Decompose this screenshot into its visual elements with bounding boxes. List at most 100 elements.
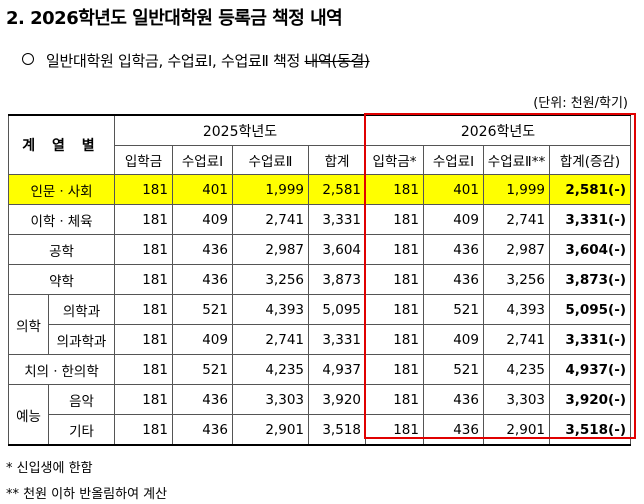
table-row: 의학 의학과 181 521 4,393 5,095 181 521 4,393 5,095(-): [8, 294, 631, 355]
table-row: 의과학과 181 409 2,741 3,331 181 409 2,741 3,331(-): [9, 324, 631, 355]
cell-2026: 401: [423, 174, 484, 205]
cell-2025: 409: [172, 204, 233, 235]
col-header: 입학금: [114, 145, 173, 175]
cell-2025: 436: [172, 414, 233, 446]
cell-2025: 436: [172, 384, 233, 415]
cell-2026: 3,303: [483, 384, 550, 415]
cell-2026: 436: [423, 414, 484, 446]
table-row: 예능 음악 181 436 3,303 3,920 181 436 3,303 3,920(-): [8, 384, 631, 446]
cell-2025: 436: [172, 234, 233, 265]
cell-2026: 3,331(-): [549, 324, 631, 355]
table-row: 약학 181 436 3,256 3,873 181 436 3,256 3,873(-): [8, 264, 631, 295]
cell-2026: 3,604(-): [549, 234, 631, 265]
row-label: 치의ㆍ한의학: [8, 354, 115, 385]
cell-2026: 436: [423, 264, 484, 295]
cell-2025: 3,256: [232, 264, 309, 295]
row-label: 인문ㆍ사회: [8, 174, 115, 205]
cell-2025: 2,741: [232, 324, 309, 355]
row-label: 기타: [48, 414, 115, 446]
table-row: 치의ㆍ한의학 181 521 4,235 4,937 181 521 4,235 4,937(-…: [8, 354, 631, 385]
cell-2025: 3,518: [308, 414, 366, 446]
cell-2025: 5,095: [308, 294, 366, 325]
footnote: * 신입생에 한함: [6, 461, 93, 476]
row-group-label: 예능: [8, 384, 49, 446]
cell-2025: 3,331: [308, 324, 366, 355]
subtitle-strike-text: 내역(동결): [304, 52, 370, 70]
cell-2026: 3,518(-): [549, 414, 631, 446]
col-header: 합계(증감): [549, 145, 631, 175]
cell-2025: 2,901: [232, 414, 309, 446]
subtitle-text: 일반대학원 입학금, 수업료Ⅰ, 수업료Ⅱ 책정: [46, 52, 305, 70]
cell-2025: 3,604: [308, 234, 366, 265]
cell-2026: 181: [365, 294, 424, 325]
cell-2026: 181: [365, 324, 424, 355]
unit-label: (단위: 천원/학기): [533, 96, 628, 111]
circle-bullet-icon: [22, 53, 34, 65]
cell-2026: 5,095(-): [549, 294, 631, 325]
header-category: 계 열 별: [8, 114, 115, 175]
cell-2026: 4,235: [483, 354, 550, 385]
cell-2026: 2,741: [483, 324, 550, 355]
cell-2025: 2,987: [232, 234, 309, 265]
cell-2025: 4,235: [232, 354, 309, 385]
cell-2026: 3,873(-): [549, 264, 631, 295]
tuition-table: 계 열 별 2025학년도 2026학년도 입학금 수업료Ⅰ 수업료Ⅱ 합계 입…: [8, 114, 631, 446]
header-year-2026: 2026학년도: [365, 114, 631, 146]
col-header: 입학금*: [365, 145, 424, 175]
cell-2026: 4,937(-): [549, 354, 631, 385]
cell-2026: 521: [423, 294, 484, 325]
col-header: 수업료Ⅱ**: [483, 145, 550, 175]
cell-2026: 4,393: [483, 294, 550, 325]
cell-2026: 1,999: [483, 174, 550, 205]
cell-2025: 4,393: [232, 294, 309, 325]
cell-2026: 521: [423, 354, 484, 385]
cell-2025: 4,937: [308, 354, 366, 385]
row-label: 공학: [8, 234, 115, 265]
cell-2026: 181: [365, 414, 424, 446]
subtitle: 일반대학원 입학금, 수업료Ⅰ, 수업료Ⅱ 책정 내역(동결): [22, 50, 370, 71]
cell-2025: 181: [114, 384, 173, 415]
col-header: 수업료Ⅱ: [232, 145, 309, 175]
cell-2025: 181: [114, 234, 173, 265]
table-row: 기타 181 436 2,901 3,518 181 436 2,901 3,518(-): [9, 414, 631, 446]
footnote: ** 천원 이하 반올림하여 계산: [6, 487, 168, 502]
cell-2025: 2,581: [308, 174, 366, 205]
cell-2025: 436: [172, 264, 233, 295]
col-header: 합계: [308, 145, 366, 175]
cell-2025: 521: [172, 354, 233, 385]
cell-2026: 3,920(-): [549, 384, 631, 415]
cell-2026: 181: [365, 354, 424, 385]
cell-2025: 181: [114, 354, 173, 385]
row-group-label: 의학: [8, 294, 49, 355]
cell-2025: 181: [114, 294, 173, 325]
row-label: 음악: [48, 384, 115, 415]
cell-2025: 3,331: [308, 204, 366, 235]
cell-2026: 2,741: [483, 204, 550, 235]
cell-2026: 3,256: [483, 264, 550, 295]
cell-2026: 436: [423, 384, 484, 415]
header-year-2025: 2025학년도: [114, 114, 366, 146]
cell-2025: 3,873: [308, 264, 366, 295]
page-title: 2. 2026학년도 일반대학원 등록금 책정 내역: [6, 8, 343, 29]
cell-2025: 181: [114, 414, 173, 446]
table-row: 공학 181 436 2,987 3,604 181 436 2,987 3,604(-): [8, 234, 631, 265]
cell-2026: 436: [423, 234, 484, 265]
table-row: 이학ㆍ체육 181 409 2,741 3,331 181 409 2,741 3,331(-): [8, 204, 631, 235]
cell-2025: 521: [172, 294, 233, 325]
row-label: 의과학과: [48, 324, 115, 355]
col-header: 수업료Ⅰ: [172, 145, 233, 175]
row-label: 약학: [8, 264, 115, 295]
cell-2025: 181: [114, 204, 173, 235]
cell-2025: 181: [114, 174, 173, 205]
cell-2026: 2,581(-): [549, 174, 631, 205]
cell-2025: 2,741: [232, 204, 309, 235]
cell-2026: 181: [365, 234, 424, 265]
cell-2025: 181: [114, 264, 173, 295]
cell-2026: 2,987: [483, 234, 550, 265]
cell-2025: 409: [172, 324, 233, 355]
row-label: 의학과: [48, 294, 115, 325]
cell-2026: 181: [365, 204, 424, 235]
table-row: 인문ㆍ사회 181 401 1,999 2,581 181 401 1,999 2,581(-): [8, 174, 631, 205]
cell-2025: 401: [172, 174, 233, 205]
col-header: 수업료Ⅰ: [423, 145, 484, 175]
